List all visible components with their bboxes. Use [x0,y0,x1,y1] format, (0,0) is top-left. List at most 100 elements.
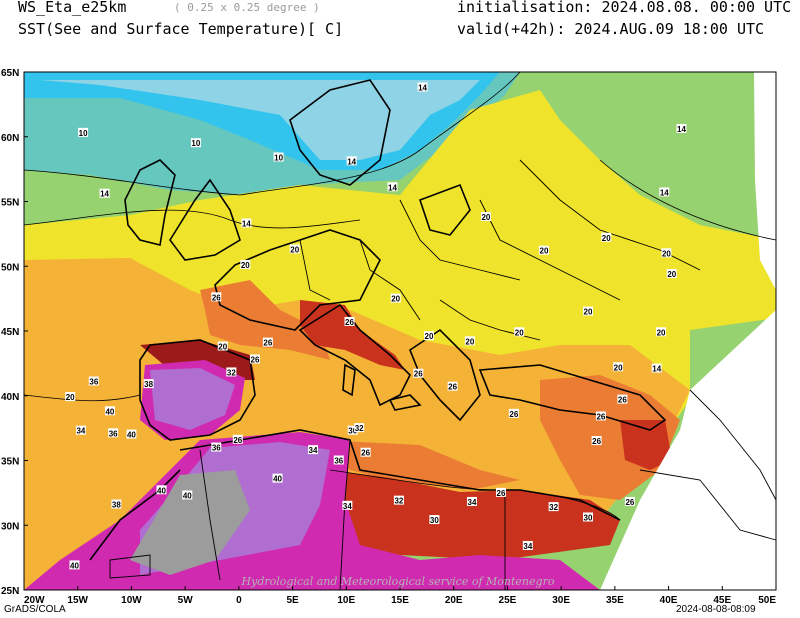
contour-label: 26 [345,318,354,327]
contour-label-bg [595,411,606,421]
contour-label: 40 [105,407,114,416]
lat-tick-label: 40N [1,392,19,403]
contour-label: 20 [290,245,299,254]
lon-tick-label: 25E [499,595,517,606]
contour-label: 34 [343,502,352,511]
contour-label-bg [307,445,318,455]
valid-time: valid(+42h): 2024.AUG.09 18:00 UTC [457,20,765,38]
initialisation-time: initialisation: 2024.08.08. 00:00 UTC [457,0,792,16]
contour-label-bg [466,496,477,506]
contour-label-bg [88,376,99,386]
lon-tick-label: 20W [24,595,45,606]
contour-label: 30 [584,513,593,522]
contour-label-bg [217,341,228,351]
contour-label-bg [447,381,458,391]
contour-label-bg [190,138,201,148]
grid-resolution: ( 0.25 x 0.25 degree ) [174,1,320,14]
lon-tick-label: 30E [552,595,570,606]
contour-label-bg [226,367,237,377]
contour-label: 32 [549,503,558,512]
contour-label-bg [211,292,222,302]
contour-label-bg [262,337,273,347]
contour-label: 26 [414,370,423,379]
contour-label: 40 [273,475,282,484]
isotherms [23,71,777,521]
contour-label-bg [126,429,137,439]
contour-label-bg [393,495,404,505]
contour-label: 26 [212,293,221,302]
contour-label: 40 [127,431,136,440]
axis-ticks: 20W 15W 10W 5W 0 5E 10E 15E 20E 25E 30E 35E 40E 45E 50… [1,68,777,606]
sst-band [330,470,620,560]
contour-label: 26 [448,383,457,392]
contour-label-bg [413,368,424,378]
contour-label-bg [273,152,284,162]
lon-tick-label: 35E [606,595,624,606]
contour-label-bg [495,487,506,497]
lon-tick-label: 20E [445,595,463,606]
contour-label: 36 [212,444,221,453]
contour-label-bg [656,327,667,337]
contour-label: 20 [391,295,400,304]
contour-label: 20 [66,393,75,402]
contour-label: 20 [657,328,666,337]
contour-label-bg [613,362,624,372]
render-timestamp: 2024-08-08-08:09 [676,604,756,615]
contour-label: 20 [465,337,474,346]
contour-label: 26 [251,355,260,364]
lat-tick-label: 65N [1,68,19,79]
lon-tick-label: 5E [286,595,299,606]
contour-label-bg [272,473,283,483]
contour-label: 32 [227,368,236,377]
contour-label-layer: 10 10 10 14 14 14 14 14 14 14 14 20 20 20 20 20 20 20 20 20… [65,82,687,570]
contour-label: 20 [515,328,524,337]
lat-tick-label: 35N [1,457,19,468]
contour-label-bg [342,500,353,510]
contour-label: 10 [79,129,88,138]
contour-label-bg [75,425,86,435]
contour-label: 32 [355,424,364,433]
contour-label-bg [601,232,612,242]
contour-label-bg [104,406,115,416]
contour-label: 14 [660,188,669,197]
contour-label: 36 [109,429,118,438]
contour-label: 20 [540,247,549,256]
contour-label-bg [78,127,89,137]
contour-label-bg [143,379,154,389]
contour-label: 26 [596,412,605,421]
contour-label: 10 [274,153,283,162]
contour-label-bg [624,496,635,506]
contour-label-bg [661,248,672,258]
contour-label-bg [651,363,662,373]
contour-label-bg [522,540,533,550]
contour-label: 30 [430,516,439,525]
contour-label-bg [429,515,440,525]
contour-label: 26 [625,498,634,507]
contour-label: 40 [157,486,166,495]
contour-label-bg [390,293,401,303]
contour-label: 30 [348,427,357,436]
contour-label-bg [156,485,167,495]
contour-label-bg [659,187,670,197]
lon-tick-label: 10E [337,595,355,606]
contour-label: 10 [191,139,200,148]
contour-label: 20 [481,213,490,222]
lat-tick-label: 55N [1,198,19,209]
model-name: WS_Eta_e25km [18,0,127,16]
contour-label: 20 [425,332,434,341]
contour-label-bg [676,123,687,133]
contour-label: 20 [614,363,623,372]
lon-tick-label: 10W [121,595,142,606]
contour-label-bg [583,306,593,316]
lat-tick-label: 50N [1,262,19,273]
contour-label: 34 [76,427,85,436]
contour-label-bg [232,434,243,444]
contour-label-bg [108,428,119,438]
variable-title: SST(See and Surface Temperature)[ C] [18,20,344,38]
sst-band [300,300,405,370]
contour-label-bg [538,245,549,255]
contour-label: 14 [242,220,251,229]
contour-label: 26 [592,437,601,446]
sst-band [150,368,235,430]
contour-label-bg [424,331,435,341]
